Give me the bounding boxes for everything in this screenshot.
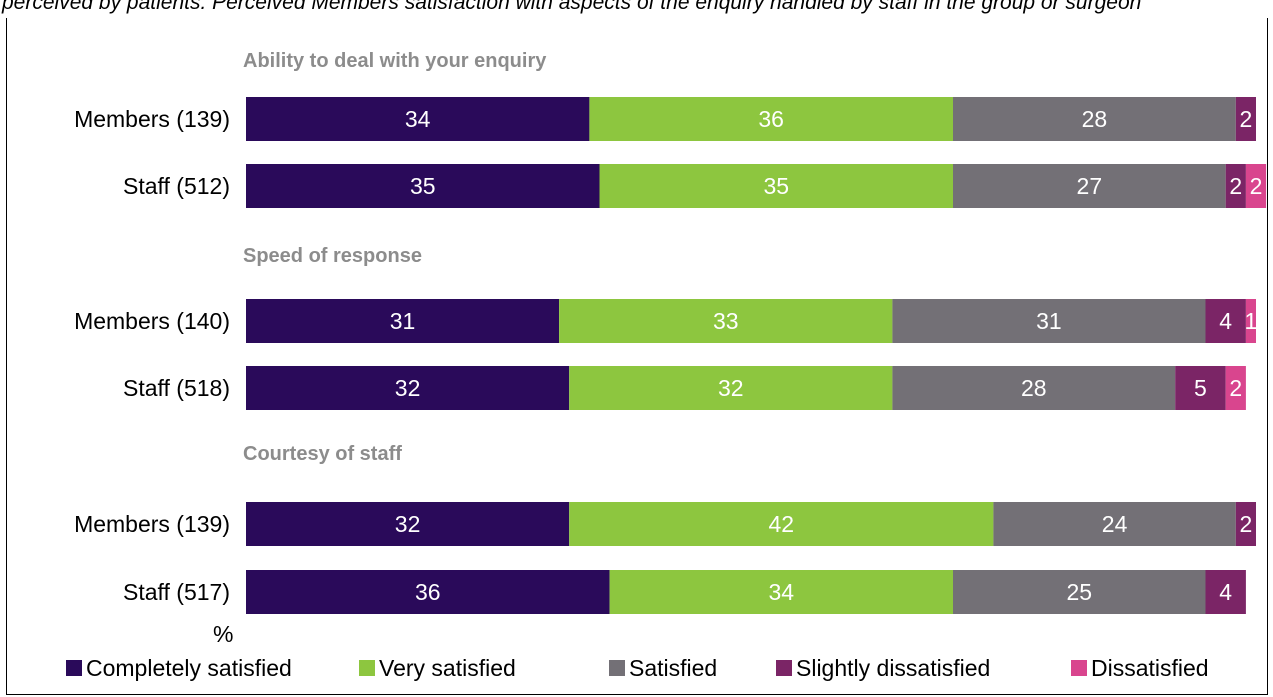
- data-label: 34: [405, 106, 431, 132]
- data-label: 35: [410, 173, 436, 199]
- data-label: 25: [1066, 579, 1092, 605]
- legend-label-slightly-dissatisfied: Slightly dissatisfied: [796, 655, 990, 681]
- data-label: 27: [1077, 173, 1103, 199]
- legend-swatch-dissatisfied: [1071, 660, 1087, 676]
- legend-swatch-slightly-dissatisfied: [776, 660, 792, 676]
- data-label: 1: [1245, 308, 1258, 334]
- data-label: 4: [1219, 308, 1232, 334]
- legend-swatch-very-satisfied: [359, 660, 375, 676]
- bar-segment-satisfied: [892, 366, 1176, 410]
- bar-segment-satisfied: [993, 502, 1236, 546]
- bar-segment-very-satisfied: [609, 570, 953, 614]
- bar-segment-satisfied: [953, 97, 1236, 141]
- data-label: 42: [769, 511, 795, 537]
- data-label: 28: [1082, 106, 1108, 132]
- caption-text: perceived by patients. Perceived Members…: [2, 0, 1142, 14]
- data-label: 31: [390, 308, 416, 334]
- bar-segment-very-satisfied: [589, 97, 953, 141]
- bar-segment-very-satisfied: [569, 502, 994, 546]
- data-label: 36: [415, 579, 441, 605]
- bar-segment-slightly-dissatisfied: [1235, 97, 1256, 141]
- bar-segment-completely-satisfied: [246, 570, 610, 614]
- row-label: Members (139): [74, 106, 230, 132]
- row-label: Staff (517): [123, 579, 230, 605]
- data-label: 2: [1240, 106, 1253, 132]
- bar-segment-very-satisfied: [569, 366, 893, 410]
- bar-segment-slightly-dissatisfied: [1235, 502, 1256, 546]
- bar-segment-slightly-dissatisfied: [1205, 570, 1246, 614]
- data-label: 2: [1229, 173, 1242, 199]
- bar-segment-slightly-dissatisfied: [1205, 299, 1246, 343]
- unit-label: %: [213, 621, 233, 647]
- data-label: 32: [395, 511, 421, 537]
- top-caption: perceived by patients. Perceived Members…: [0, 0, 1273, 18]
- legend-label-completely-satisfied: Completely satisfied: [86, 655, 292, 681]
- legend-swatch-satisfied: [609, 660, 625, 676]
- legend-label-dissatisfied: Dissatisfied: [1091, 655, 1209, 681]
- bar-segment-dissatisfied: [1245, 299, 1256, 343]
- legend-swatch-completely-satisfied: [66, 660, 82, 676]
- bar-segment-very-satisfied: [599, 164, 953, 208]
- bar-segment-completely-satisfied: [246, 502, 570, 546]
- data-label: 2: [1229, 375, 1242, 401]
- bar-segment-satisfied: [953, 164, 1226, 208]
- data-label: 33: [713, 308, 739, 334]
- bar-segment-satisfied: [892, 299, 1206, 343]
- data-label: 35: [763, 173, 789, 199]
- bar-segment-completely-satisfied: [246, 164, 600, 208]
- data-label: 36: [758, 106, 784, 132]
- group-title-courtesy-of-staff: Courtesy of staff: [243, 443, 402, 465]
- bar-segment-dissatisfied: [1225, 366, 1246, 410]
- bar-segment-satisfied: [953, 570, 1206, 614]
- bar-segment-slightly-dissatisfied: [1175, 366, 1226, 410]
- bar-segment-dissatisfied: [1245, 164, 1267, 208]
- row-label: Members (139): [74, 511, 230, 537]
- row-label: Staff (512): [123, 173, 230, 199]
- data-label: 34: [769, 579, 795, 605]
- row-label: Staff (518): [123, 375, 230, 401]
- data-label: 2: [1250, 173, 1263, 199]
- data-label: 31: [1036, 308, 1062, 334]
- row-label: Members (140): [74, 308, 230, 334]
- data-label: 4: [1219, 579, 1232, 605]
- group-title-speed-of-response: Speed of response: [243, 245, 422, 267]
- legend-label-satisfied: Satisfied: [629, 655, 717, 681]
- data-label: 32: [718, 375, 744, 401]
- data-label: 28: [1021, 375, 1047, 401]
- data-label: 32: [395, 375, 421, 401]
- bar-segment-completely-satisfied: [246, 97, 590, 141]
- data-label: 24: [1102, 511, 1128, 537]
- bar-segment-very-satisfied: [559, 299, 893, 343]
- data-label: 2: [1240, 511, 1253, 537]
- data-label: 5: [1194, 375, 1207, 401]
- bar-segment-completely-satisfied: [246, 299, 560, 343]
- chart-frame: [6, 18, 1268, 695]
- bar-segment-slightly-dissatisfied: [1225, 164, 1246, 208]
- group-title-ability-to-deal-with-your-enquiry: Ability to deal with your enquiry: [243, 50, 547, 72]
- legend-label-very-satisfied: Very satisfied: [379, 655, 516, 681]
- bar-segment-completely-satisfied: [246, 366, 570, 410]
